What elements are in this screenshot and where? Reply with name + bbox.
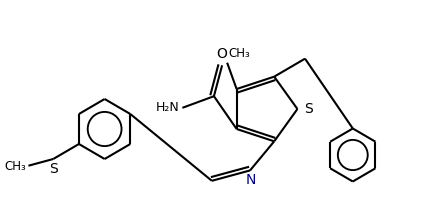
Text: CH₃: CH₃ <box>228 47 250 60</box>
Text: S: S <box>305 102 313 116</box>
Text: CH₃: CH₃ <box>5 160 26 173</box>
Text: S: S <box>49 162 58 176</box>
Text: N: N <box>246 173 256 187</box>
Text: O: O <box>217 47 228 61</box>
Text: H₂N: H₂N <box>156 101 179 114</box>
